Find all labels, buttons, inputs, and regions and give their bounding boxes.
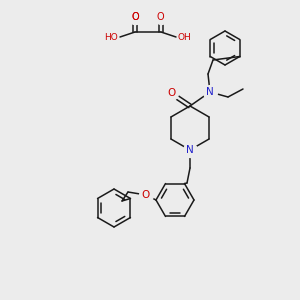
Text: HO: HO	[104, 32, 118, 41]
Text: N: N	[206, 87, 214, 97]
Text: O: O	[142, 190, 150, 200]
Text: OH: OH	[178, 32, 192, 41]
Text: O: O	[131, 12, 139, 22]
Text: N: N	[186, 145, 194, 155]
Text: O: O	[131, 12, 139, 22]
Text: O: O	[167, 88, 175, 98]
Text: O: O	[157, 12, 164, 22]
